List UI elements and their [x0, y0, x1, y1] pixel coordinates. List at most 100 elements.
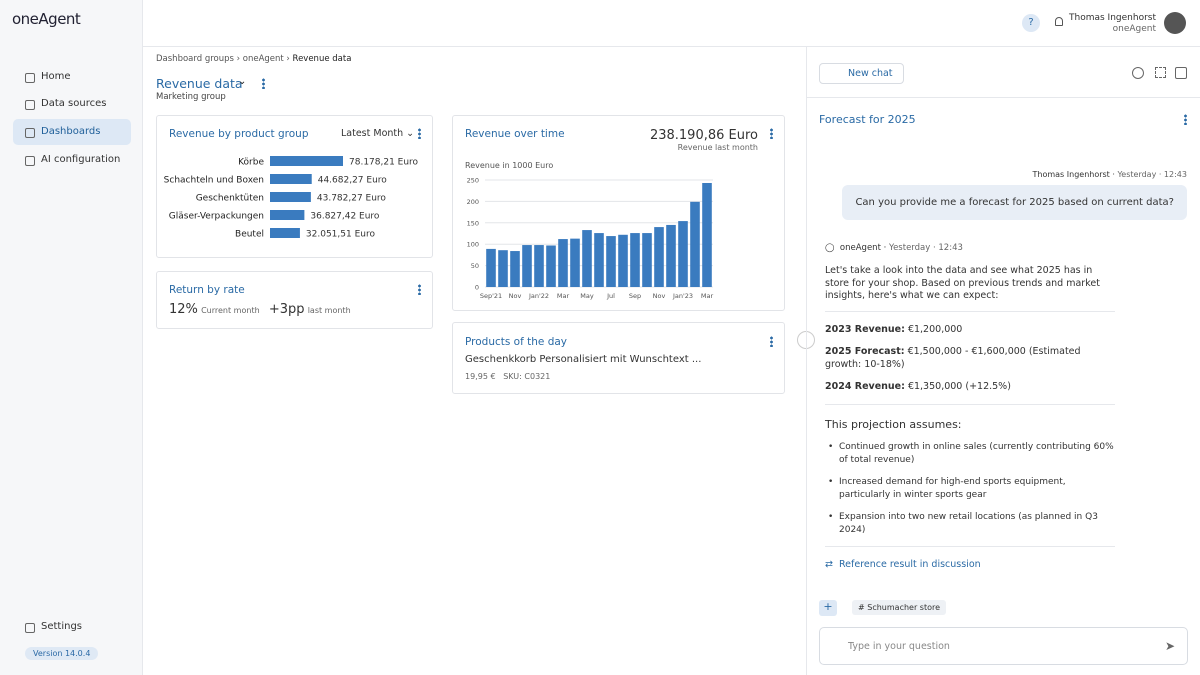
crumb[interactable]: oneAgent [242, 54, 284, 64]
widget-card: Products of the day Geschenkkorb Persona… [452, 322, 785, 394]
bar [594, 233, 604, 287]
x-tick-label: Mar [557, 292, 570, 300]
user-info[interactable]: Thomas Ingenhorst oneAgent [1069, 13, 1156, 35]
nav-item[interactable]: Dashboards [13, 119, 131, 145]
category-label: Schachteln und Boxen [164, 176, 264, 186]
nav-item[interactable]: Home [13, 64, 131, 90]
x-tick-label: Jan'23 [672, 292, 693, 300]
collapse[interactable] [1175, 67, 1187, 79]
intro: Let's take a look into the data and see … [825, 265, 1100, 301]
x-tick-label: Mar [701, 292, 714, 300]
x-tick-label: Sep [629, 292, 641, 300]
new-chat-button[interactable]: New chat [819, 63, 904, 84]
filter-dropdown[interactable]: Latest Month ⌄ [341, 128, 415, 139]
sku: SKU: C0321 [503, 372, 551, 381]
menu[interactable] [770, 128, 773, 139]
agent-message: Let's take a look into the data and see … [825, 265, 1115, 572]
product-name[interactable]: Geschenkkorb Personalisiert mit Wunschte… [465, 354, 702, 365]
value-label: 43.782,27 Euro [317, 194, 387, 204]
assumption-text: Expansion into two new retail locations … [839, 512, 1098, 535]
x-tick-label: Jan'22 [528, 292, 549, 300]
figure-label: 2025 Forecast: [825, 346, 905, 357]
message-meta: ◯ oneAgent · Yesterday · 12:43 [825, 243, 963, 253]
bar [546, 245, 556, 287]
y-tick-label: 0 [475, 284, 479, 292]
figure-line: 2023 Revenue: €1,200,000 [825, 324, 1115, 337]
dashboard-title[interactable]: Revenue data [156, 76, 243, 91]
price: 19,95 € [465, 372, 496, 381]
reference-link[interactable]: ⇄ Reference result in discussion [825, 559, 981, 570]
category-label: Geschenktüten [196, 194, 264, 204]
bar [642, 233, 652, 287]
crumb[interactable]: Dashboard groups [156, 54, 234, 64]
nav-item[interactable]: AI configuration [13, 147, 131, 173]
settings[interactable]: Settings [13, 614, 131, 640]
assumption: • Increased demand for high-end sports eq… [825, 476, 1115, 501]
bar [486, 248, 496, 287]
dropdown-caret[interactable]: ⌄ [238, 76, 247, 87]
nav-item[interactable]: Data sources [13, 91, 131, 117]
bar [270, 210, 305, 220]
history[interactable] [1132, 67, 1144, 79]
kpi-caption: last month [307, 306, 351, 315]
author: oneAgent [839, 243, 881, 253]
category-label: Gläser-Verpackungen [169, 212, 264, 222]
assumptions-title: This projection assumes: [825, 417, 962, 431]
avatar[interactable] [1164, 12, 1186, 34]
figure-value: €1,500,000 - €1,600,000 (Estimated growt… [825, 346, 1081, 370]
bar [510, 251, 520, 287]
add-context[interactable]: + [819, 600, 837, 616]
send-button[interactable]: ➤ [1164, 639, 1175, 653]
bar [558, 239, 568, 287]
context-tag[interactable]: # Schumacher store [852, 600, 947, 615]
figure-value: €1,350,000 (+12.5%) [907, 381, 1011, 392]
widget-card: Revenue over time 238.190,86 Euro Revenu… [452, 115, 785, 311]
version-badge: Version 14.0.4 [25, 647, 99, 660]
total-value: 238.190,86 Euro [649, 128, 758, 143]
help-button[interactable]: ? [1022, 14, 1040, 32]
assumption-text: Increased demand for high-end sports equ… [839, 477, 1066, 500]
menu[interactable] [770, 336, 773, 347]
chat-input[interactable]: Type in your question ➤ [819, 627, 1188, 665]
bar-chart: Revenue in 1000 Euro 0 50 100 150 200 250 Sep'2… [465, 161, 714, 300]
bar [498, 250, 508, 287]
value-label: 32.051,51 Euro [306, 230, 376, 240]
chat-title: Forecast for 2025 [819, 113, 916, 126]
message-meta: Thomas Ingenhorst · Yesterday · 12:43 [1032, 170, 1188, 179]
menu[interactable] [262, 78, 265, 89]
reference: Reference result in discussion [839, 559, 981, 570]
kpi-change: +3pp [268, 302, 305, 317]
widget-title: Revenue over time [465, 128, 565, 140]
assumption: • Expansion into two new retail locations… [825, 511, 1115, 536]
y-tick-label: 100 [467, 241, 479, 249]
expand[interactable] [1155, 67, 1166, 78]
x-tick-label: Sep'21 [480, 292, 502, 300]
kpi: 12% Current month +3pp last month [169, 302, 351, 317]
menu[interactable] [1184, 114, 1187, 125]
bar [270, 156, 343, 166]
notifications[interactable] [1055, 17, 1063, 26]
menu[interactable] [418, 284, 421, 295]
tag-label: Schumacher store [867, 603, 941, 612]
bar [618, 234, 628, 287]
filter-label: Latest Month [341, 128, 404, 139]
dashboard-subtitle: Marketing group [156, 92, 226, 102]
logo[interactable]: oneAgent [12, 10, 81, 28]
top-bar: ? Thomas Ingenhorst oneAgent [143, 0, 1200, 47]
divider [807, 97, 1200, 98]
widget-card: Return by rate 12% Current month +3pp la… [156, 271, 433, 329]
bullet: • [828, 477, 834, 487]
y-tick-label: 50 [471, 262, 479, 270]
bar [270, 228, 300, 238]
widget-title: Revenue by product group [169, 128, 309, 140]
chat-panel: New chat Forecast for 2025 Thomas Ingenh… [806, 47, 1200, 675]
figure-line: 2024 Revenue: €1,350,000 (+12.5%) [825, 381, 1115, 394]
sidebar: oneAgent Home Data sources Dashboards AI… [0, 0, 143, 675]
menu[interactable] [418, 128, 421, 139]
placeholder: Type in your question [848, 641, 950, 652]
bar [690, 201, 700, 287]
value-label: 36.827,42 Euro [310, 212, 380, 222]
author: Thomas Ingenhorst [1032, 170, 1110, 179]
bar [654, 227, 664, 287]
